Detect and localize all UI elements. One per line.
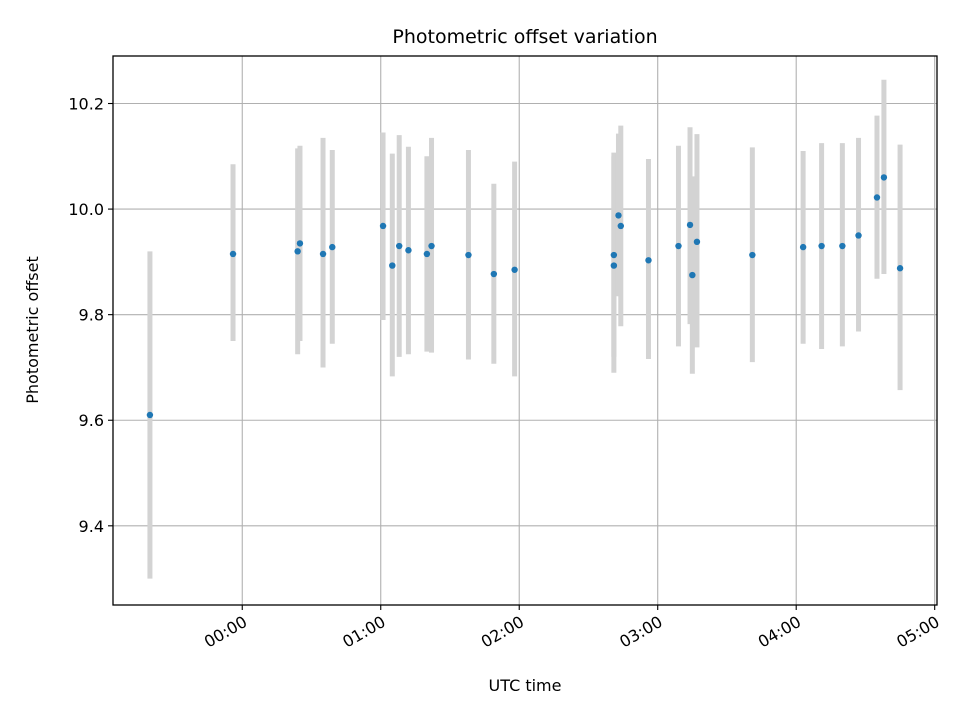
data-point [396, 242, 403, 250]
data-points [146, 174, 904, 419]
data-point [818, 242, 825, 250]
data-point [511, 266, 518, 273]
data-point [423, 250, 431, 258]
chart-title: Photometric offset variation [392, 26, 657, 48]
y-tick-label: 9.6 [79, 411, 104, 430]
data-point [319, 250, 327, 258]
data-point [799, 243, 807, 251]
data-point [675, 242, 682, 250]
x-axis-label: UTC time [489, 676, 562, 695]
data-point [749, 251, 756, 259]
data-point [873, 194, 881, 201]
data-point [839, 242, 846, 250]
data-point [855, 232, 862, 239]
data-point [379, 222, 387, 230]
data-point [689, 271, 696, 279]
data-point [490, 270, 498, 278]
data-point [880, 174, 888, 181]
data-point [294, 248, 301, 255]
data-point [229, 250, 237, 258]
data-point [610, 262, 618, 269]
data-point [686, 221, 694, 229]
data-point [329, 243, 336, 251]
data-point [428, 242, 435, 250]
y-tick-label: 10.2 [68, 95, 104, 114]
data-point [896, 265, 904, 272]
y-tick-label: 9.8 [79, 306, 104, 325]
data-point [465, 251, 472, 259]
data-point [610, 251, 618, 259]
plot-frame [112, 55, 938, 606]
y-axis: 9.4 9.6 9.8 10.0 10.2 [68, 95, 113, 536]
data-point [296, 240, 304, 247]
data-point [615, 212, 622, 219]
data-point [146, 411, 154, 419]
data-point [405, 247, 412, 254]
y-tick-label: 9.4 [79, 517, 104, 536]
data-point [693, 238, 701, 246]
y-tick-label: 10.0 [68, 200, 104, 219]
y-axis-label: Photometric offset [23, 256, 42, 404]
data-point [645, 257, 652, 264]
data-point [389, 262, 396, 269]
data-point [617, 222, 624, 230]
